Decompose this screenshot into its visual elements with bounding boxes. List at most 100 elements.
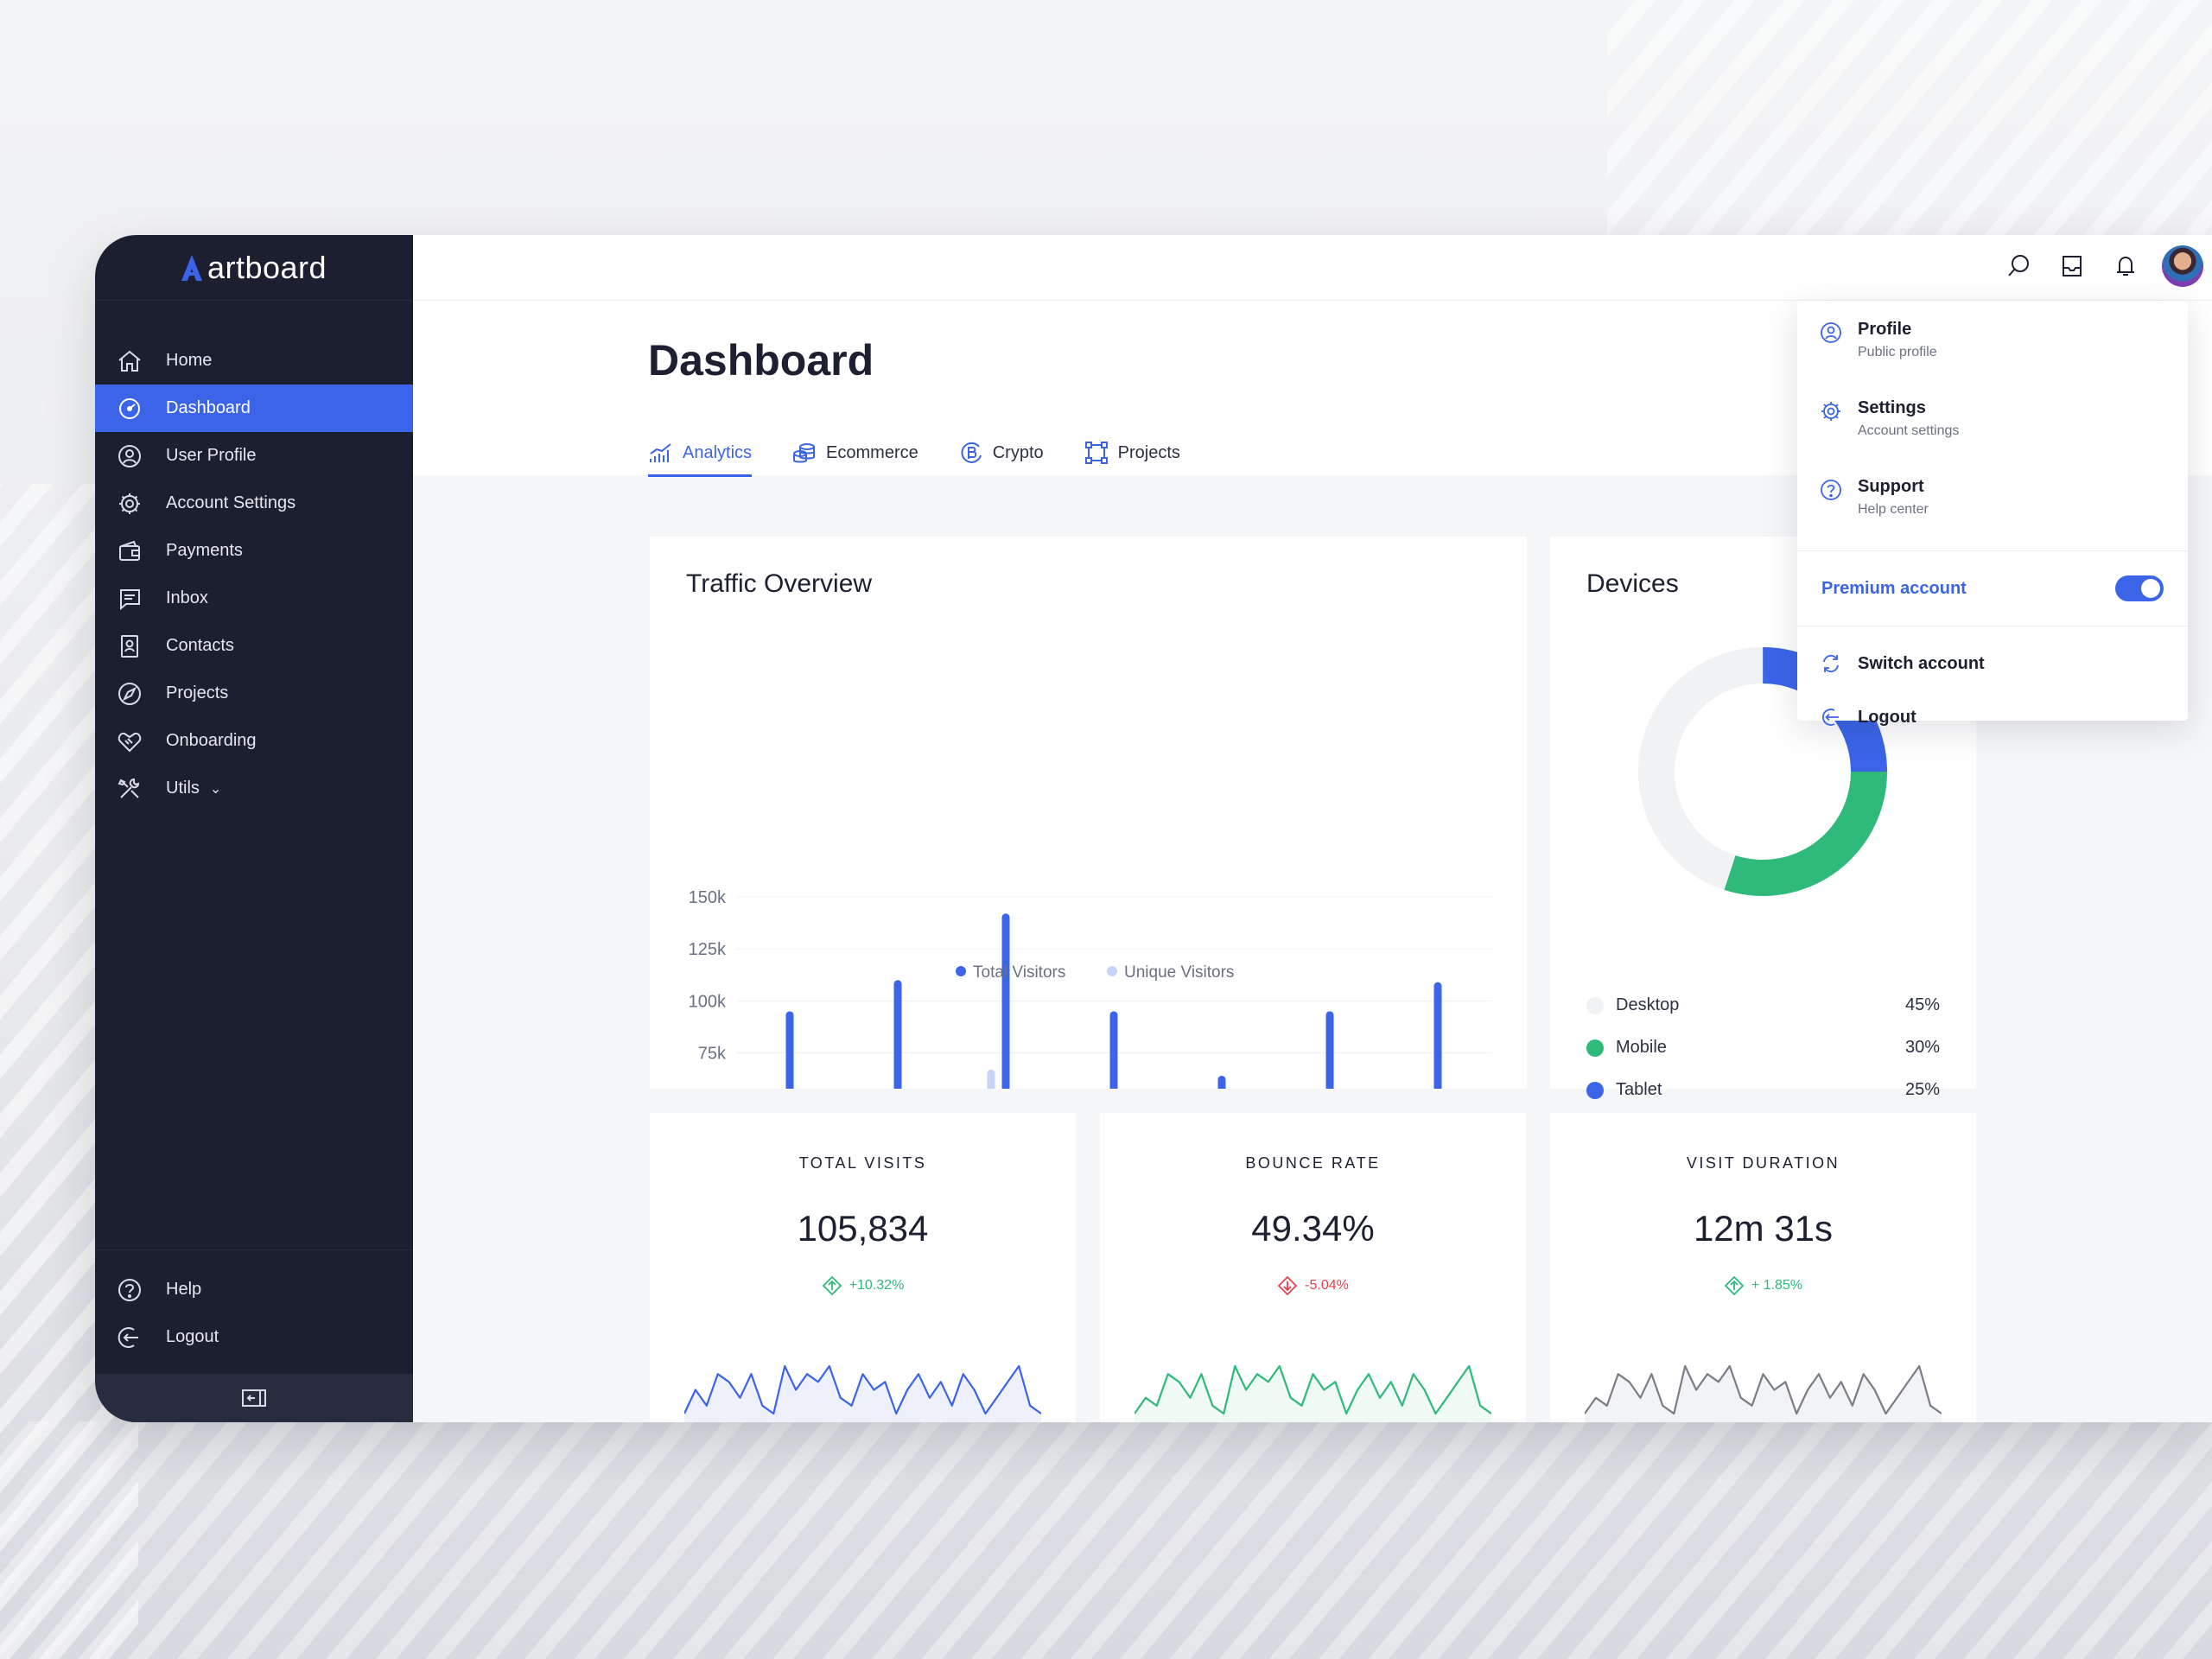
devices-donut-chart	[1637, 647, 1887, 896]
sidebar-item-home[interactable]: Home	[95, 337, 413, 385]
sidebar-item-logout[interactable]: Logout	[95, 1313, 413, 1361]
dashboard-icon	[116, 395, 143, 423]
sidebar-item-label: Projects	[166, 683, 229, 702]
sidebar-item-dashboard[interactable]: Dashboard	[95, 385, 413, 432]
sparkline	[1585, 1364, 1942, 1422]
premium-account-label: Premium account	[1821, 578, 1967, 598]
sidebar-item-utils[interactable]: Utils ⌄	[95, 765, 413, 812]
sparkline-line	[1135, 1364, 1491, 1415]
sidebar-nav: Home Dashboard User Profile Account Sett…	[95, 337, 413, 812]
dropdown-item-label: Profile	[1858, 320, 1912, 339]
rocket-icon	[116, 680, 143, 708]
brand-mark-icon	[181, 254, 202, 281]
premium-account-toggle[interactable]	[2115, 575, 2164, 601]
legend-label: Desktop	[1616, 995, 1680, 1014]
brand-name: artboard	[207, 249, 327, 285]
stat-card-total-visits: TOTAL VISITS 105,834 +10.32%	[650, 1113, 1076, 1422]
sidebar-item-label: Contacts	[166, 636, 234, 655]
sidebar-item-label: Payments	[166, 541, 243, 560]
background-stripes	[0, 1421, 2212, 1659]
inbox-tray-icon	[2063, 256, 2082, 276]
dropdown-item-profile[interactable]: Profile Public profile	[1797, 301, 2188, 379]
sparkline-area	[1585, 1366, 1942, 1422]
stat-card-bounce-rate: BOUNCE RATE 49.34% -5.04%	[1100, 1113, 1526, 1422]
card-title: Devices	[1586, 569, 1679, 598]
sidebar-item-account-settings[interactable]: Account Settings	[95, 480, 413, 527]
sidebar-item-label: Home	[166, 351, 213, 370]
brand-logo[interactable]: artboard	[95, 235, 413, 301]
stat-change-value: + 1.85%	[1751, 1278, 1803, 1293]
coins-icon	[793, 443, 816, 463]
bar-total-visitors	[1217, 1075, 1226, 1089]
handshake-icon	[116, 728, 143, 755]
legend-dot	[1107, 966, 1117, 976]
gear-icon	[1821, 402, 1840, 421]
premium-account-row: Premium account	[1797, 551, 2188, 626]
legend-value: 45%	[1904, 995, 1940, 1014]
contacts-icon	[116, 632, 143, 660]
tab-analytics[interactable]: Analytics	[648, 430, 753, 477]
bar-total-visitors	[1001, 913, 1010, 1089]
dropdown-item-sublabel: Public profile	[1858, 345, 1937, 359]
dropdown-item-switch-account[interactable]: Switch account	[1797, 637, 2188, 690]
logout-icon	[116, 1324, 143, 1351]
user-dropdown-menu: Profile Public profile Settings Account …	[1797, 301, 2188, 727]
legend-value: 25%	[1904, 1080, 1940, 1099]
avatar[interactable]	[2162, 245, 2203, 287]
donut-slice-mobile	[1638, 647, 1887, 896]
sidebar-item-help[interactable]: Help	[95, 1266, 413, 1313]
sidebar-item-projects[interactable]: Projects	[95, 670, 413, 717]
collapse-icon	[242, 1389, 266, 1407]
tab-label: Projects	[1117, 442, 1180, 462]
arrow-up-diamond-icon	[822, 1275, 842, 1296]
tab-label: Analytics	[683, 442, 753, 462]
sidebar-item-label: Logout	[166, 1327, 219, 1346]
dropdown-item-support[interactable]: Support Help center	[1797, 458, 2188, 537]
app-window: artboard Home Dashboard User Profile	[95, 235, 2212, 1422]
legend-dot	[1586, 1039, 1604, 1057]
sidebar-item-payments[interactable]: Payments	[95, 527, 413, 575]
search-button[interactable]	[2001, 249, 2036, 283]
tab-projects[interactable]: Projects	[1084, 430, 1180, 475]
y-tick-label: 125k	[689, 940, 727, 959]
sidebar-item-inbox[interactable]: Inbox	[95, 575, 413, 622]
legend-item-desktop: Desktop 45%	[1586, 984, 1940, 1027]
sidebar-item-contacts[interactable]: Contacts	[95, 622, 413, 670]
notifications-button[interactable]	[2108, 249, 2143, 283]
sidebar-item-onboarding[interactable]: Onboarding	[95, 717, 413, 765]
arrow-up-diamond-icon	[1724, 1275, 1745, 1296]
sidebar-item-label: Utils	[166, 779, 200, 798]
stat-label: TOTAL VISITS	[798, 1154, 927, 1172]
page-title: Dashboard	[648, 336, 874, 385]
sidebar-collapse-button[interactable]	[95, 1374, 413, 1422]
dropdown-item-label: Support	[1858, 477, 1924, 496]
sidebar-item-label: Onboarding	[166, 731, 257, 750]
arrow-down-diamond-icon	[1277, 1275, 1298, 1296]
sparkline-line	[684, 1364, 1041, 1415]
stat-change: +10.32%	[650, 1275, 1076, 1296]
wallet-icon	[116, 537, 143, 565]
legend-item-mobile: Mobile 30%	[1586, 1027, 1940, 1069]
sidebar-item-user-profile[interactable]: User Profile	[95, 432, 413, 480]
y-tick-label: 150k	[689, 888, 727, 907]
legend-dot	[956, 966, 966, 976]
sparkline-area	[684, 1366, 1041, 1422]
home-icon	[116, 347, 143, 375]
legend-label: Tablet	[1616, 1080, 1662, 1099]
bar-total-visitors	[1109, 1011, 1118, 1089]
dropdown-item-sublabel: Help center	[1858, 502, 1929, 517]
dropdown-item-settings[interactable]: Settings Account settings	[1797, 379, 2188, 458]
dropdown-item-logout[interactable]: Logout	[1797, 690, 2188, 744]
legend-dot	[1586, 996, 1604, 1014]
dropdown-item-label: Switch account	[1858, 653, 1985, 673]
sparkline	[1135, 1364, 1491, 1422]
tab-ecommerce[interactable]: Ecommerce	[791, 430, 918, 475]
stat-value: 49.34%	[1251, 1208, 1375, 1249]
sparkline-area	[1135, 1366, 1491, 1422]
tab-crypto[interactable]: Crypto	[958, 430, 1044, 475]
user-profile-icon	[116, 442, 143, 470]
traffic-overview-card: Traffic Overview 025k50k75k100k125k150kJ…	[650, 537, 1527, 1089]
refresh-icon	[1823, 654, 1839, 673]
stat-change: -5.04%	[1100, 1275, 1526, 1296]
inbox-button[interactable]	[2055, 249, 2089, 283]
